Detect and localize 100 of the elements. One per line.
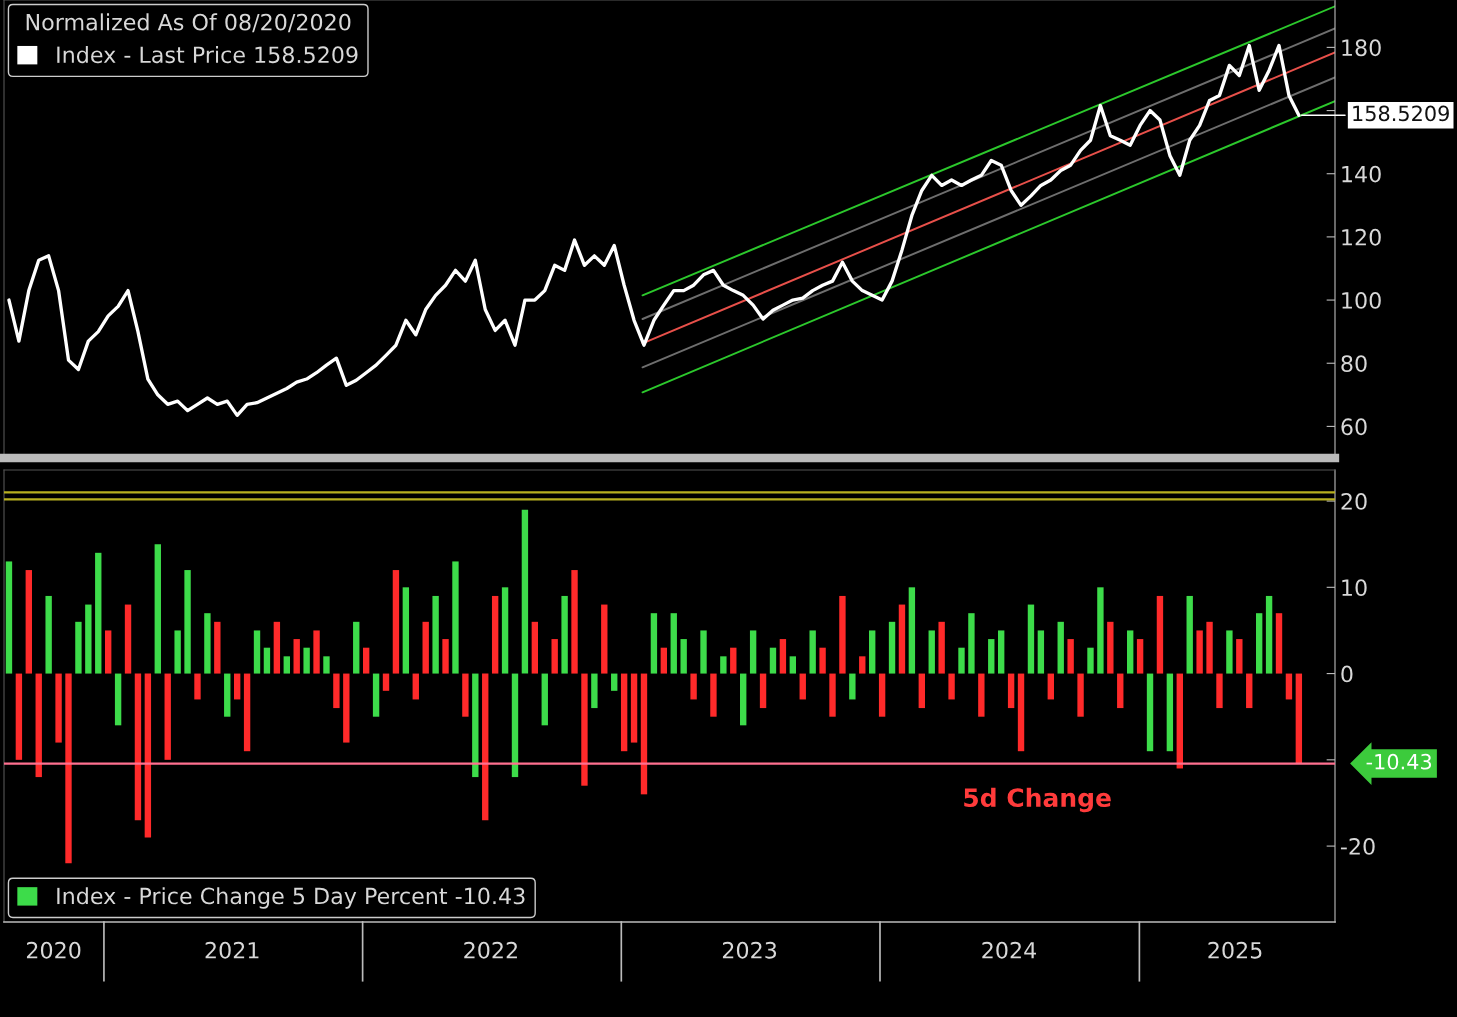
bar [749,630,757,674]
bar [1265,595,1273,674]
bar [1226,630,1233,674]
bar [25,570,32,674]
bar [1077,673,1084,717]
bar [1295,673,1303,764]
bar [412,673,419,700]
annotation: 158.5209 [1353,105,1449,122]
bar [710,673,717,717]
y-tick-label: 140 [1342,165,1381,183]
bar [1156,595,1164,674]
bar [442,639,449,674]
legend-label: Index - Last Price 158.5209 [57,45,358,64]
bar [392,570,400,674]
bar [1255,613,1263,674]
bar [1236,639,1243,674]
bar [382,673,390,691]
bar [561,595,568,674]
bar [184,570,191,674]
bar [968,613,975,674]
bar [1017,673,1025,752]
bar [928,630,935,674]
bar [263,647,271,674]
bar [65,673,72,864]
bar [620,673,628,752]
bar [630,673,638,743]
bar [233,673,241,700]
bar [769,647,777,674]
bar [660,647,668,674]
bar [1186,595,1193,674]
bar [124,604,132,674]
bar [948,673,955,700]
x-tick-label: 2021 [205,941,259,959]
bar [204,613,211,674]
bar [730,647,737,674]
bar [670,613,677,674]
bar [273,621,281,674]
y-tick-label: 100 [1342,292,1381,309]
x-tick-label: 2025 [1208,941,1262,959]
bar [214,621,221,674]
y-tick-label: 10 [1342,579,1367,597]
bar [1146,673,1154,752]
bar [501,587,509,674]
bar [303,647,310,674]
bar [313,630,320,674]
bar [591,673,598,709]
bar [878,673,886,717]
bar [799,673,806,700]
bar [571,570,578,674]
bar [174,630,181,674]
bar [700,630,707,674]
bar [859,656,866,674]
bar [1126,630,1134,674]
bar [1206,621,1213,674]
bar [5,561,13,674]
bar [898,604,906,674]
bar [759,673,767,709]
bar [353,621,360,674]
bar [511,673,519,778]
bar [888,621,896,674]
bar [611,673,618,691]
bar [690,673,697,700]
bar [283,656,290,674]
bar [75,621,82,674]
y-tick-label: 120 [1342,228,1381,246]
bar [462,673,469,717]
bar [1136,639,1144,674]
bar [908,587,916,674]
bar [918,673,925,709]
bar [1067,639,1074,674]
bar [1176,673,1183,769]
bar [194,673,201,700]
bar [720,656,727,674]
bar [938,621,945,674]
bar [1117,673,1124,709]
bar [95,552,102,674]
bar [740,673,747,726]
bar [134,673,142,821]
y-tick-label: 180 [1342,39,1381,57]
y-tick-label: 80 [1341,355,1367,372]
bar [829,673,836,717]
x-tick-label: 2024 [982,941,1037,959]
y-tick-label: 0 [1341,665,1353,683]
bar [1027,604,1035,674]
bar [1057,621,1064,674]
bar [15,673,23,760]
y-tick-label: 60 [1341,418,1367,436]
bar [1047,673,1054,700]
bar [1166,673,1174,752]
bar [293,639,300,674]
bar [958,647,965,674]
bar [362,647,370,674]
bar [85,604,92,674]
bar [1097,587,1104,674]
bar [253,630,261,674]
y-tick-label: -20 [1340,838,1375,855]
bar [789,656,797,674]
bar [243,673,251,752]
bar [1087,647,1094,674]
bar [1007,673,1015,709]
